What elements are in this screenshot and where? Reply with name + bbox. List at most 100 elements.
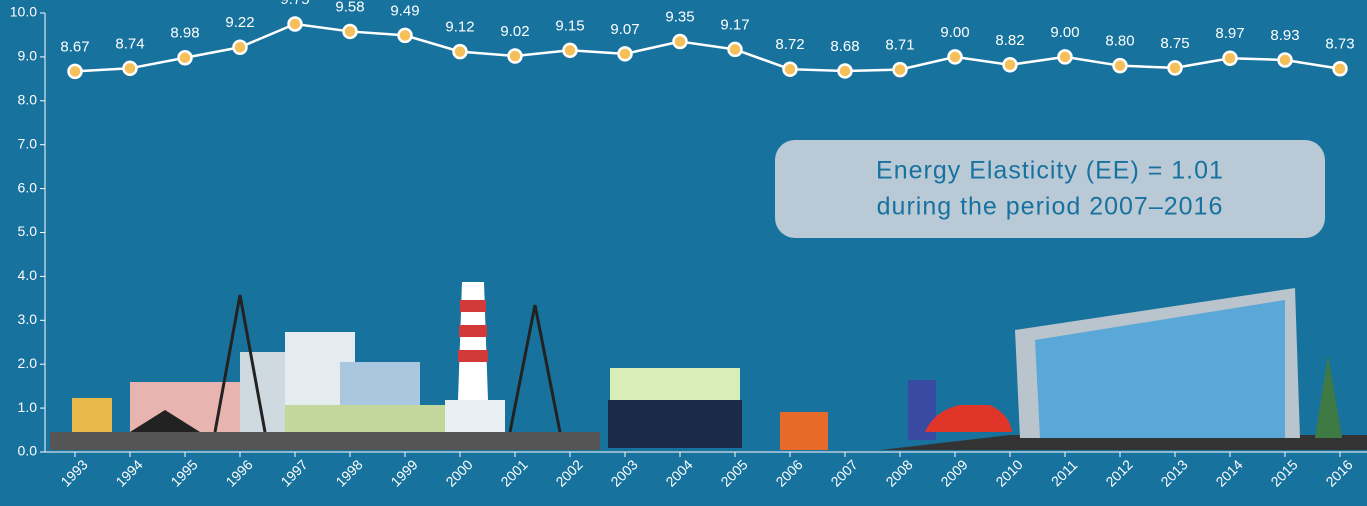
ship-deck bbox=[610, 368, 740, 400]
annotation-box bbox=[775, 140, 1325, 238]
value-label: 8.97 bbox=[1215, 25, 1244, 42]
chimney-stripe bbox=[460, 300, 486, 312]
annotation: Energy Elasticity (EE) = 1.01 bbox=[876, 157, 1224, 185]
x-tick-label: 2008 bbox=[882, 456, 915, 489]
value-label: 9.22 bbox=[225, 14, 254, 31]
point bbox=[562, 42, 578, 59]
value-label: 9.58 bbox=[335, 0, 364, 15]
station-glass bbox=[1035, 300, 1285, 438]
point bbox=[507, 48, 523, 64]
x-tick-label: 2012 bbox=[1102, 456, 1135, 489]
building bbox=[445, 400, 505, 432]
value-label: 8.98 bbox=[170, 25, 199, 42]
point bbox=[342, 23, 358, 40]
x-tick-label: 2004 bbox=[662, 456, 695, 489]
chimney-stripe bbox=[459, 325, 487, 337]
value-label: 8.93 bbox=[1270, 27, 1299, 44]
value-label: 8.67 bbox=[60, 38, 89, 55]
pylon bbox=[213, 294, 267, 433]
building bbox=[285, 405, 445, 432]
point bbox=[1002, 57, 1018, 73]
value-label: 8.80 bbox=[1105, 33, 1134, 50]
point bbox=[1167, 60, 1183, 76]
point bbox=[122, 60, 138, 77]
point bbox=[1332, 61, 1348, 77]
point bbox=[837, 63, 853, 79]
y-tick-label: 1.0 bbox=[18, 399, 38, 415]
point bbox=[1222, 50, 1238, 66]
value-label: 9.75 bbox=[280, 0, 309, 8]
y-tick-label: 4.0 bbox=[18, 267, 38, 283]
value-label: 8.75 bbox=[1160, 35, 1189, 52]
x-tick-label: 2015 bbox=[1267, 456, 1300, 489]
annotation: during the period 2007–2016 bbox=[877, 193, 1224, 221]
value-label: 9.12 bbox=[445, 19, 474, 36]
point bbox=[452, 43, 468, 60]
x-tick-label: 2010 bbox=[992, 456, 1025, 489]
coal-pile bbox=[130, 410, 200, 432]
value-label: 9.17 bbox=[720, 16, 749, 33]
point bbox=[1057, 49, 1073, 65]
illustration bbox=[50, 282, 1367, 450]
building bbox=[72, 398, 112, 432]
point bbox=[727, 41, 743, 58]
ship bbox=[608, 400, 742, 448]
x-tick-label: 2001 bbox=[497, 456, 530, 489]
value-label: 9.02 bbox=[500, 23, 529, 40]
point bbox=[397, 27, 413, 44]
x-tick-label: 1996 bbox=[222, 456, 255, 489]
x-tick-label: 2003 bbox=[607, 456, 640, 489]
y-tick-label: 9.0 bbox=[18, 48, 38, 64]
value-label: 8.82 bbox=[995, 32, 1024, 49]
chimney-stripe bbox=[458, 350, 488, 362]
x-tick-label: 1998 bbox=[332, 456, 365, 489]
value-label: 9.00 bbox=[940, 24, 969, 41]
x-tick-label: 2013 bbox=[1157, 456, 1190, 489]
tree bbox=[1315, 355, 1342, 438]
x-tick-label: 2007 bbox=[827, 456, 860, 489]
point bbox=[1112, 57, 1128, 74]
oil-rig bbox=[780, 412, 828, 450]
y-tick-label: 3.0 bbox=[18, 311, 38, 327]
value-label: 9.49 bbox=[390, 2, 419, 19]
point bbox=[672, 33, 688, 50]
conveyor bbox=[50, 432, 600, 450]
y-tick-label: 2.0 bbox=[18, 355, 38, 371]
y-tick-label: 0.0 bbox=[18, 443, 38, 459]
value-label: 8.71 bbox=[885, 37, 914, 54]
line bbox=[74, 22, 1341, 73]
y-tick-label: 6.0 bbox=[18, 179, 38, 195]
point bbox=[947, 49, 963, 65]
x-tick-label: 2002 bbox=[552, 456, 585, 489]
car bbox=[925, 405, 1012, 432]
x-tick-label: 2011 bbox=[1048, 457, 1081, 490]
y-tick-label: 5.0 bbox=[18, 223, 38, 239]
x-tick-label: 2005 bbox=[717, 456, 750, 489]
value-label: 9.00 bbox=[1050, 24, 1079, 41]
value-label: 8.68 bbox=[830, 38, 859, 55]
point bbox=[892, 61, 908, 78]
point bbox=[177, 50, 193, 66]
point bbox=[617, 46, 633, 62]
x-tick-label: 1997 bbox=[277, 456, 310, 489]
x-tick-label: 1995 bbox=[167, 456, 200, 489]
value-label: 9.15 bbox=[555, 17, 584, 34]
value-label: 8.74 bbox=[115, 35, 144, 52]
x-tick-label: 1999 bbox=[387, 456, 420, 489]
y-tick-label: 8.0 bbox=[18, 92, 38, 108]
x-tick-label: 1993 bbox=[57, 456, 90, 489]
value-label: 9.07 bbox=[610, 21, 639, 38]
point bbox=[287, 16, 303, 32]
point bbox=[232, 39, 248, 55]
x-tick-label: 2016 bbox=[1322, 456, 1355, 489]
x-tick-label: 2006 bbox=[772, 456, 805, 489]
value-label: 9.35 bbox=[665, 9, 694, 26]
chimney bbox=[458, 282, 488, 400]
x-tick-label: 2000 bbox=[442, 456, 475, 489]
point bbox=[782, 61, 798, 77]
y-tick-label: 7.0 bbox=[18, 135, 38, 151]
x-tick-label: 2009 bbox=[937, 456, 970, 489]
value-label: 8.73 bbox=[1325, 36, 1354, 53]
point bbox=[67, 63, 83, 80]
